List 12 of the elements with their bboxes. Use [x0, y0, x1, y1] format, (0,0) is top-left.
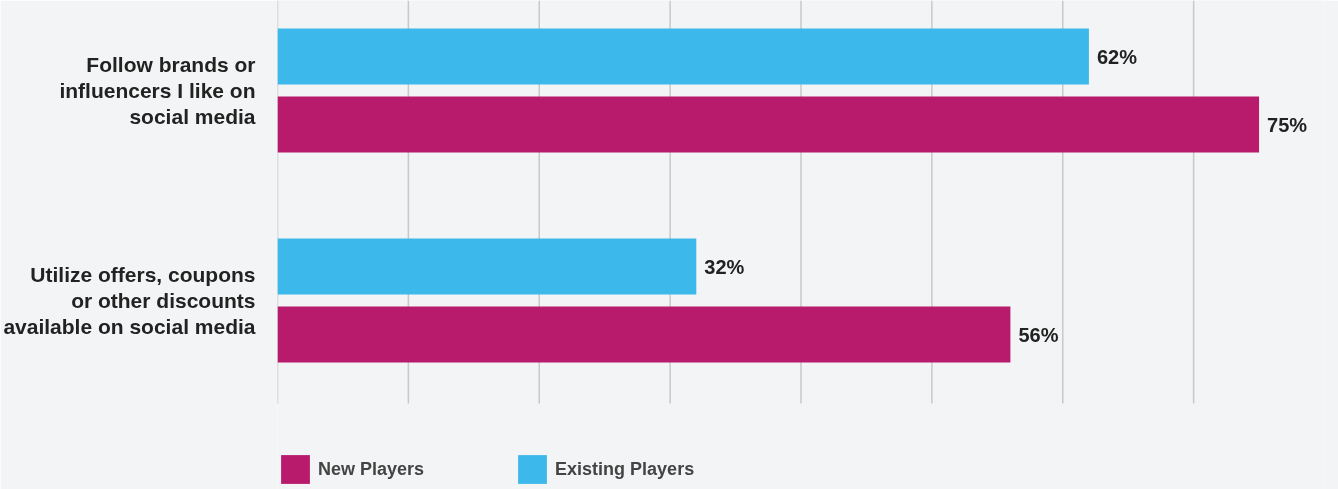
legend-label: Existing Players	[555, 458, 695, 480]
data-label: 56%	[1018, 323, 1059, 346]
data-label: 62%	[1096, 45, 1138, 68]
data-label: 75%	[1267, 113, 1308, 136]
data-label: 32%	[704, 255, 745, 278]
y-tick-label: Follow brands or influencers I like on social media	[59, 52, 256, 129]
legend-label: New Players	[318, 458, 425, 480]
bar	[277, 306, 1011, 363]
bar	[277, 238, 697, 295]
bar	[277, 96, 1260, 153]
y-tick-label: Utilize offers, coupons or other discounts available on social media	[3, 262, 256, 339]
bar	[277, 28, 1089, 85]
